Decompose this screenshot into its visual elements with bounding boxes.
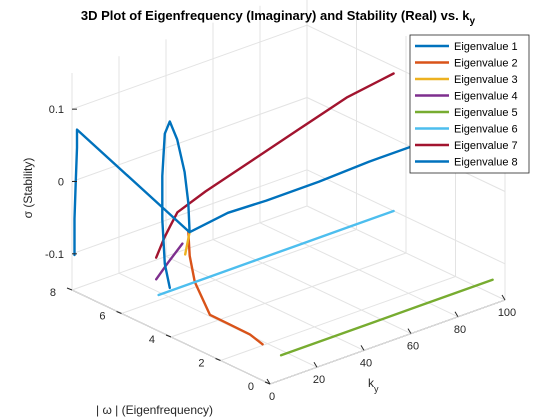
series-line-3 — [183, 230, 191, 256]
y-tick-label: 4 — [149, 334, 155, 346]
floor-grid-line — [220, 276, 456, 361]
z-tick-label: -0.1 — [45, 249, 64, 261]
chart-title: 3D Plot of Eigenfrequency (Imaginary) an… — [81, 8, 476, 27]
legend-label-1: Eigenvalue 1 — [454, 41, 518, 53]
x-ticks: 0 20 40 60 80 100 — [266, 294, 516, 403]
series-line-6 — [157, 209, 395, 297]
legend-label-4: Eigenvalue 4 — [454, 91, 518, 103]
z-tick-label: 0.1 — [49, 104, 64, 116]
floor-grid-line — [269, 299, 506, 385]
legend-label-2: Eigenvalue 2 — [454, 58, 518, 70]
z-axis-label: σ (Stability) — [21, 158, 35, 219]
legend-box — [409, 34, 530, 174]
x-tick-label: 100 — [498, 307, 516, 319]
x-tick-mark — [266, 378, 271, 385]
y-axis-label: | ω | (Eigenfrequency) — [96, 403, 213, 417]
x-tick-label: 0 — [269, 391, 275, 403]
x-tick-mark — [407, 328, 412, 334]
legend-label-5: Eigenvalue 5 — [454, 107, 518, 119]
x-tick-mark — [313, 361, 318, 368]
legend: Eigenvalue 1 Eigenvalue 2 Eigenvalue 3 Eige… — [409, 34, 530, 174]
z-tick-label: 0 — [58, 177, 64, 189]
x-tick-mark — [454, 311, 459, 318]
x-tick-mark — [360, 345, 365, 351]
x-axis-label: ky — [368, 376, 379, 394]
y-tick-mark — [264, 381, 271, 385]
x-tick-label: 40 — [360, 357, 372, 369]
x-tick-mark — [501, 294, 506, 301]
series-line-5 — [279, 278, 494, 357]
y-tick-mark — [116, 311, 122, 314]
side-wall-grid-line — [306, 169, 506, 265]
x-tick-label: 20 — [313, 374, 325, 386]
x-tick-label: 60 — [407, 341, 419, 353]
legend-label-3: Eigenvalue 3 — [454, 74, 518, 86]
floor-grid-line — [170, 252, 407, 338]
y-tick-label: 2 — [198, 358, 204, 370]
back-wall-grid-line — [71, 97, 308, 182]
legend-label-7: Eigenvalue 7 — [454, 140, 518, 152]
series-line-4 — [154, 242, 184, 281]
y-tick-mark — [66, 287, 73, 291]
series-line-2 — [187, 230, 264, 346]
z-ticks: -0.1 0 0.1 — [45, 104, 77, 261]
x-tick-label: 80 — [454, 324, 466, 336]
legend-label-6: Eigenvalue 6 — [454, 124, 518, 136]
side-wall-grid-line — [306, 97, 506, 192]
y-ticks: 0 2 4 6 8 — [50, 287, 271, 393]
series-line-8 — [73, 120, 191, 290]
floor-grid-line — [121, 229, 357, 314]
y-tick-mark — [215, 358, 221, 361]
series-line-7 — [154, 72, 395, 259]
y-tick-label: 8 — [50, 287, 56, 299]
legend-label-8: Eigenvalue 8 — [454, 157, 518, 169]
y-tick-label: 0 — [248, 381, 254, 393]
y-tick-label: 6 — [99, 311, 105, 323]
y-tick-mark — [165, 334, 172, 338]
back-wall-grid-line — [71, 24, 308, 110]
